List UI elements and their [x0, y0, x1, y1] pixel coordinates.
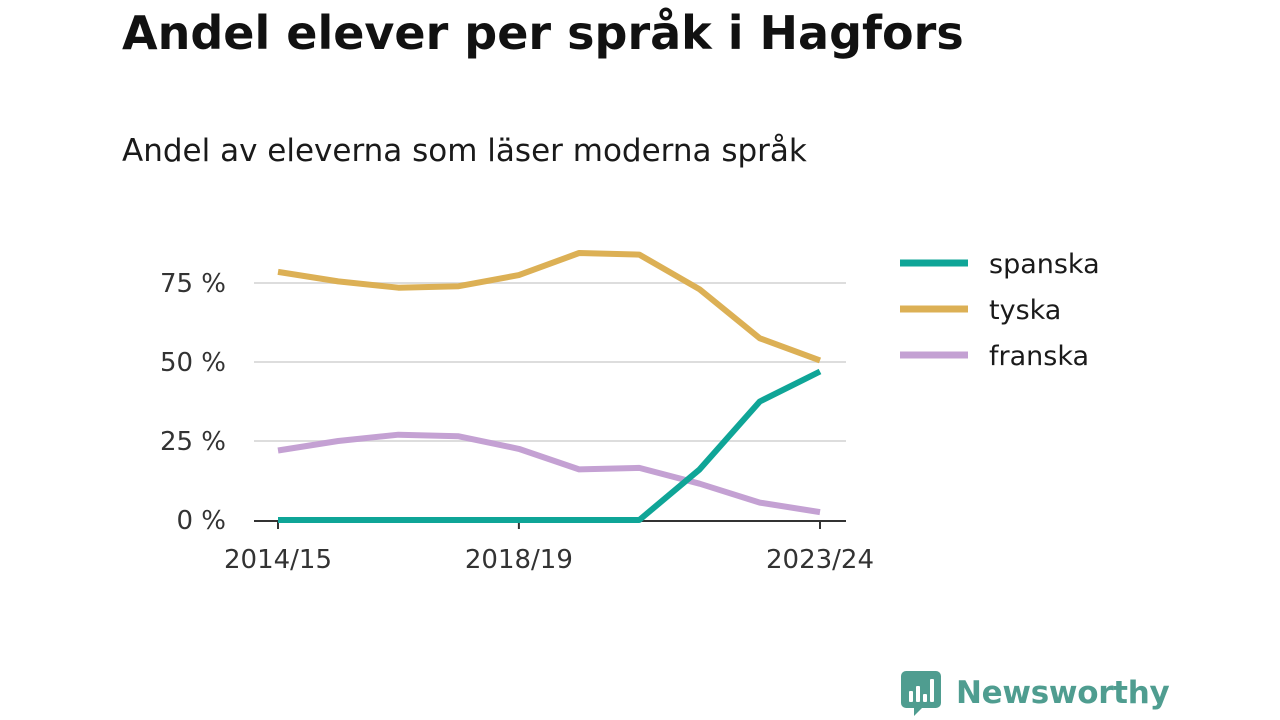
legend-label-franska: franska: [989, 341, 1089, 372]
axes: 0 % 25 % 50 % 75 % 2014/15 2018/19 2023/24: [160, 269, 874, 575]
brand-name: Newsworthy: [956, 675, 1170, 711]
y-tick-label: 75 %: [160, 269, 226, 299]
chart-title: Andel elever per språk i Hagfors: [122, 6, 964, 60]
series-line-franska: [277, 431, 821, 516]
bar-chart-icon: [901, 671, 941, 716]
chart-subtitle: Andel av eleverna som läser moderna språ…: [122, 133, 807, 169]
x-tick-label: 2023/24: [766, 545, 874, 575]
y-tick-label: 50 %: [160, 348, 226, 378]
y-tick-label: 25 %: [160, 427, 226, 457]
series-line-tyska: [277, 250, 822, 364]
x-tick-label: 2014/15: [224, 545, 332, 575]
newsworthy-logo: Newsworthy: [900, 668, 1170, 718]
legend-label-tyska: tyska: [989, 295, 1061, 326]
series-lines: [277, 250, 822, 523]
series-line-spanska: [278, 368, 822, 523]
legend: spanska tyska franska: [900, 249, 1100, 372]
legend-label-spanska: spanska: [989, 249, 1100, 280]
y-tick-label: 0 %: [176, 506, 226, 536]
gridlines: [254, 282, 846, 442]
x-tick-label: 2018/19: [465, 545, 573, 575]
